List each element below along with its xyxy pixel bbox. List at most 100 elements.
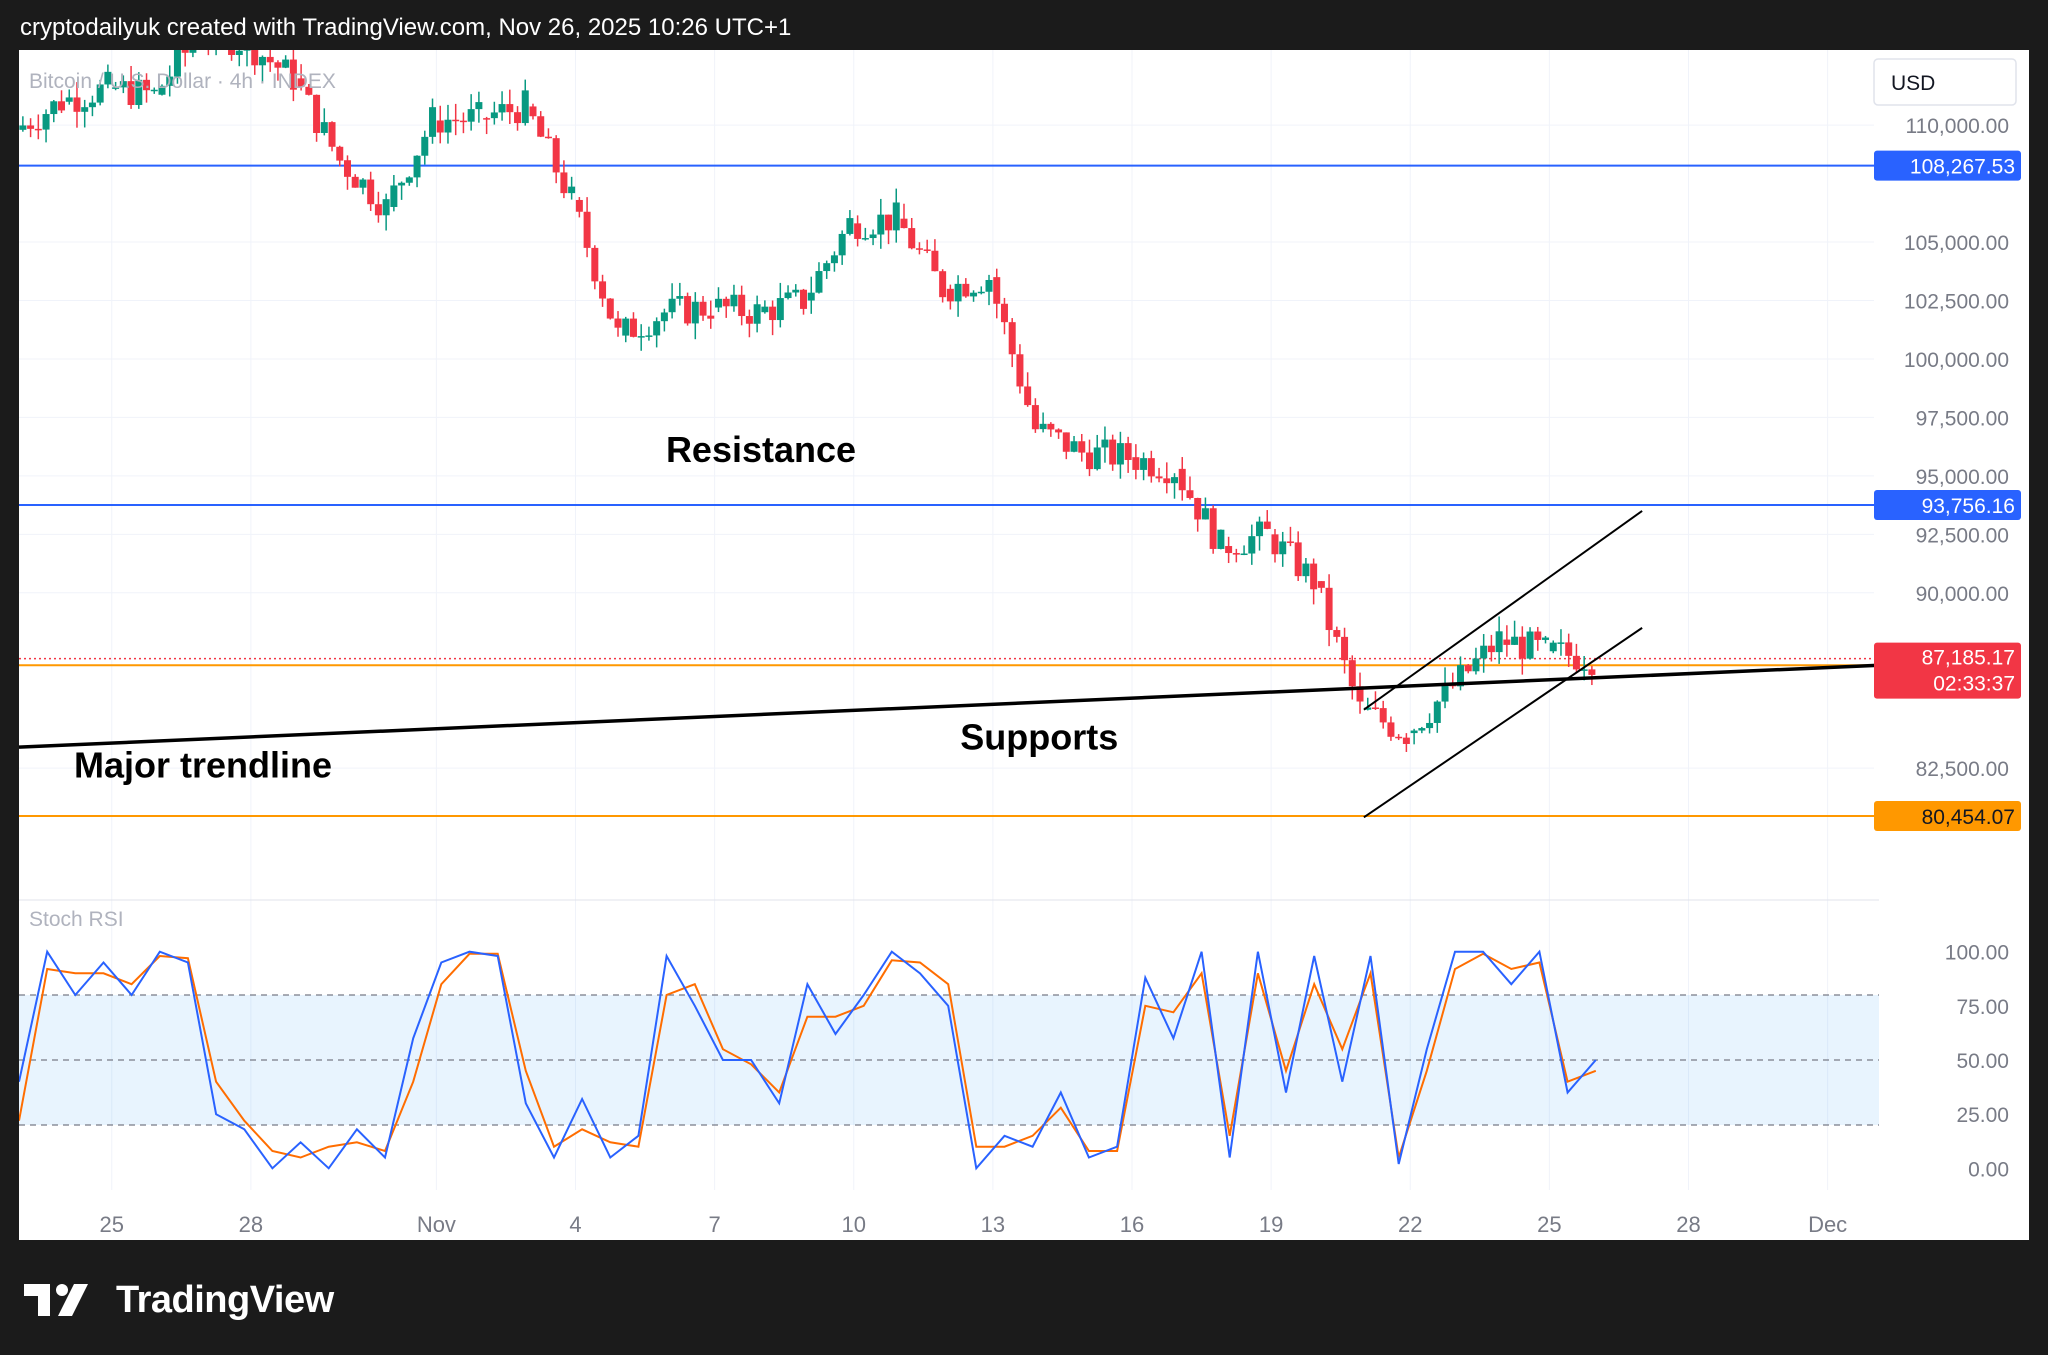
candle-body: [892, 202, 900, 231]
date-tick-label: 4: [569, 1212, 581, 1237]
candle-body: [830, 255, 838, 264]
candle-body: [313, 94, 321, 133]
candle-body: [73, 97, 81, 112]
candle-body: [1580, 669, 1588, 671]
candle-body: [452, 119, 460, 122]
tradingview-logo[interactable]: TradingView: [22, 1275, 334, 1325]
price-tick-label: 82,500.00: [1916, 758, 2009, 781]
candle-body: [1341, 636, 1349, 661]
candle-body: [1147, 458, 1155, 477]
candle-body: [88, 102, 96, 108]
candle-body: [1225, 546, 1233, 554]
candle-body: [521, 90, 529, 124]
candle-body: [328, 122, 336, 147]
candle-body: [560, 172, 568, 194]
candle-body: [923, 249, 931, 251]
candle-body: [1271, 534, 1279, 555]
stoch-k-line: [18, 949, 1597, 1171]
candle-body: [1240, 553, 1248, 556]
candle-body: [591, 247, 599, 282]
date-tick-label: 25: [100, 1212, 124, 1237]
candle-body: [645, 335, 653, 337]
candle-body: [946, 288, 954, 302]
candle-body: [282, 59, 290, 68]
last-price-countdown: 02:33:37: [1933, 673, 2015, 696]
candle-body: [637, 336, 645, 338]
stoch-tick-label: 25.00: [1956, 1104, 2009, 1127]
candle-body: [877, 214, 885, 235]
candle-body: [1387, 722, 1395, 737]
candle-body: [1248, 536, 1256, 554]
currency-label: USD: [1891, 72, 1935, 95]
candle-body: [714, 298, 722, 308]
candle-body: [1256, 521, 1264, 537]
candle-body: [606, 298, 614, 319]
candle-body: [1472, 658, 1480, 672]
candle-body: [869, 234, 877, 239]
candle-body: [1194, 497, 1202, 520]
channel-lower-line: [1363, 627, 1643, 819]
candle-body: [1426, 722, 1434, 729]
candle-body: [514, 112, 522, 124]
candle-body: [753, 304, 761, 324]
horizontal-levels: [19, 164, 1879, 818]
candle-body: [800, 289, 808, 309]
candles: [19, 5, 1596, 752]
candle-body: [359, 179, 367, 188]
candle-body: [1325, 587, 1333, 631]
candle-body: [382, 199, 390, 216]
chart-svg[interactable]: Stoch RSI 82,500.00 90,000.00 92,500.00 95,…: [18, 5, 2029, 1240]
candle-body: [1109, 439, 1117, 465]
date-tick-label: 7: [709, 1212, 721, 1237]
candle-body: [1209, 508, 1217, 549]
grid: [19, 50, 1879, 1190]
candle-body: [143, 79, 151, 91]
chart-frame: Stoch RSI 82,500.00 90,000.00 92,500.00 95,…: [18, 5, 2029, 1240]
date-tick-label: 28: [1676, 1212, 1700, 1237]
candle-body: [498, 104, 506, 113]
candle-body: [676, 296, 684, 299]
candle-body: [343, 160, 351, 177]
candle-body: [1055, 429, 1063, 433]
candle-body: [1317, 581, 1325, 588]
candle-body: [668, 298, 676, 313]
candle-body: [915, 248, 923, 250]
candle-body: [1518, 636, 1526, 659]
candle-body: [429, 107, 437, 137]
candle-body: [1132, 457, 1140, 470]
candle-body: [1155, 476, 1163, 479]
candle-body: [1549, 642, 1557, 652]
candle-body: [1171, 477, 1179, 484]
candle-body: [374, 204, 382, 216]
date-tick-label: 10: [842, 1212, 866, 1237]
candle-body: [34, 128, 42, 131]
candle-body: [1062, 432, 1070, 452]
indicator-title: Stoch RSI: [29, 908, 124, 931]
candle-body: [792, 289, 800, 293]
candle-body: [258, 56, 266, 66]
date-tick-label: 22: [1398, 1212, 1422, 1237]
candle-body: [985, 279, 993, 292]
candle-body: [1286, 541, 1294, 543]
candle-body: [1124, 443, 1132, 460]
candle-body: [1101, 439, 1109, 448]
date-tick-label: 28: [239, 1212, 263, 1237]
candle-body: [1031, 405, 1039, 430]
candle-body: [119, 81, 127, 88]
candle-body: [1232, 553, 1240, 555]
candle-body: [1395, 736, 1403, 739]
candle-body: [189, 43, 197, 53]
channel-upper-line: [1363, 510, 1643, 711]
date-tick-label: Nov: [417, 1212, 456, 1237]
candle-body: [421, 136, 429, 156]
candle-body: [954, 283, 962, 302]
candle-body: [1294, 542, 1302, 577]
candle-body: [1047, 423, 1055, 430]
tradingview-mark-icon: [24, 1284, 88, 1316]
candle-body: [738, 294, 746, 317]
candle-body: [815, 271, 823, 293]
candle-body: [483, 118, 491, 120]
candle-body: [166, 76, 174, 86]
level-price-tag-text: 80,454.07: [1922, 806, 2015, 829]
price-tick-label: 97,500.00: [1916, 407, 2009, 430]
